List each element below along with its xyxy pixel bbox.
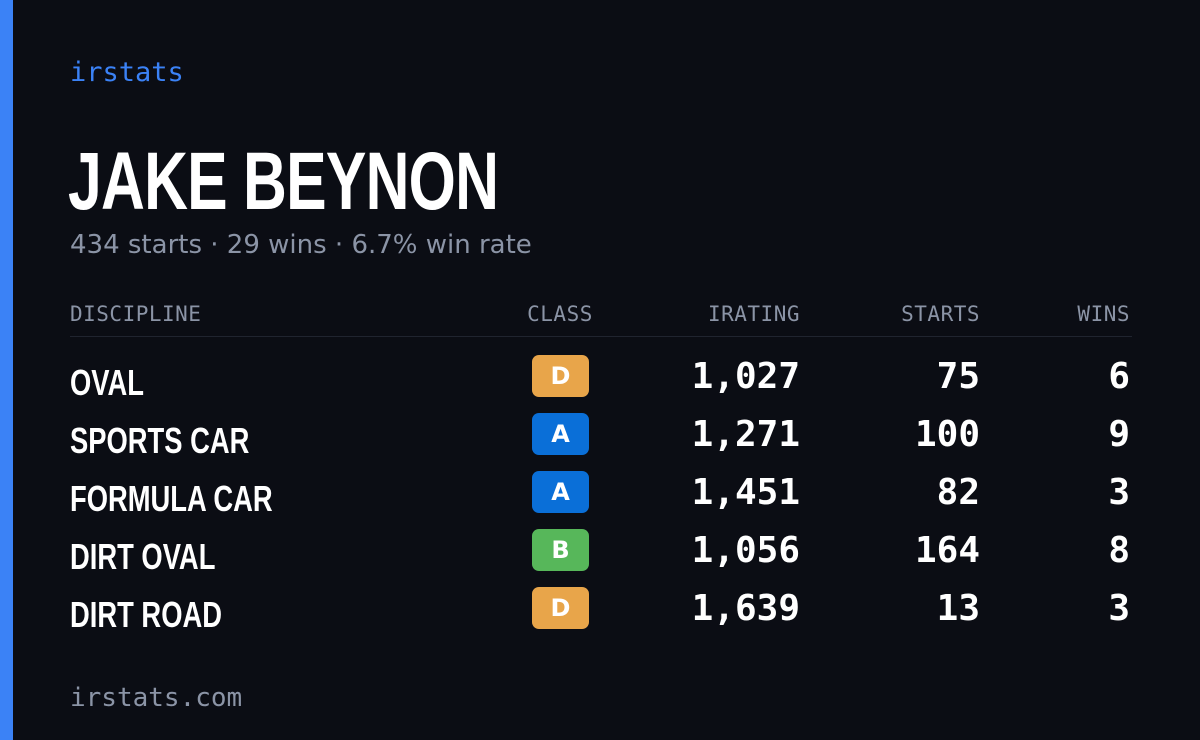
table-row: FORMULA CAR A 1,451 82 3	[70, 469, 1132, 527]
irating-value: 1,027	[691, 356, 800, 397]
wins-value: 9	[1108, 414, 1130, 455]
table-row: SPORTS CAR A 1,271 100 9	[70, 411, 1132, 469]
driver-summary: 434 starts · 29 wins · 6.7% win rate	[70, 230, 532, 260]
wins-value: 8	[1108, 530, 1130, 571]
footer-url: irstats.com	[70, 683, 243, 713]
starts-value: 82	[936, 472, 980, 513]
table-row: DIRT OVAL B 1,056 164 8	[70, 527, 1132, 585]
discipline-name: DIRT ROAD	[70, 594, 222, 635]
driver-name: JAKE BEYNON	[68, 136, 499, 227]
table-body: OVAL D 1,027 75 6 SPORTS CAR A 1,271 100…	[70, 353, 1132, 643]
starts-value: 164	[914, 530, 980, 571]
wins-value: 6	[1108, 356, 1130, 397]
class-badge: B	[532, 529, 589, 571]
class-badge: A	[532, 471, 589, 513]
header-wins: WINS	[1077, 302, 1130, 326]
class-badge: A	[532, 413, 589, 455]
header-starts: STARTS	[901, 302, 980, 326]
discipline-name: OVAL	[70, 362, 144, 403]
table-row: DIRT ROAD D 1,639 13 3	[70, 585, 1132, 643]
discipline-name: DIRT OVAL	[70, 536, 216, 577]
header-class: CLASS	[527, 302, 593, 326]
starts-value: 100	[914, 414, 980, 455]
stats-table: DISCIPLINE CLASS IRATING STARTS WINS OVA…	[70, 296, 1132, 635]
starts-value: 75	[936, 356, 980, 397]
header-irating: IRATING	[707, 302, 800, 326]
irating-value: 1,451	[691, 472, 800, 513]
header-discipline: DISCIPLINE	[70, 302, 202, 326]
irating-value: 1,056	[691, 530, 800, 571]
wins-value: 3	[1108, 472, 1130, 513]
brand-logo: irstats	[70, 57, 184, 88]
class-badge: D	[532, 355, 589, 397]
discipline-name: FORMULA CAR	[70, 478, 273, 519]
discipline-name: SPORTS CAR	[70, 420, 250, 461]
wins-value: 3	[1108, 588, 1130, 629]
accent-bar	[0, 0, 13, 740]
irating-value: 1,639	[691, 588, 800, 629]
class-badge: D	[532, 587, 589, 629]
table-row: OVAL D 1,027 75 6	[70, 353, 1132, 411]
table-header: DISCIPLINE CLASS IRATING STARTS WINS	[70, 296, 1132, 337]
starts-value: 13	[936, 588, 980, 629]
irating-value: 1,271	[691, 414, 800, 455]
